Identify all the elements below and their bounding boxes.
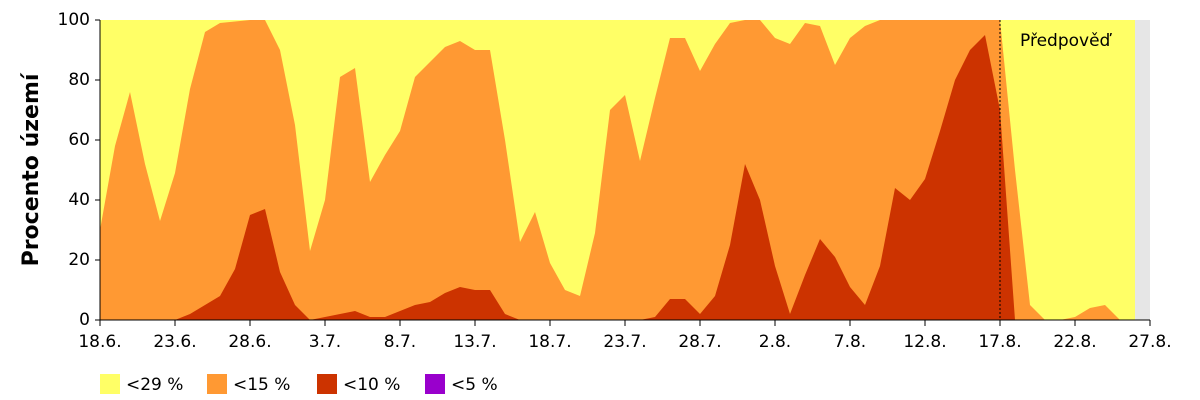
x-tick-label: 3.7. — [309, 332, 341, 352]
legend-swatch — [317, 374, 337, 394]
x-tick-label: 28.7. — [678, 332, 721, 352]
legend-label: <29 % — [126, 375, 183, 395]
area — [100, 20, 1135, 320]
x-tick-label: 23.6. — [153, 332, 196, 352]
y-tick-label: 0 — [79, 310, 90, 330]
y-tick-label: 80 — [68, 70, 90, 90]
y-tick-label: 100 — [58, 10, 90, 30]
legend-label: <15 % — [233, 375, 290, 395]
x-tick-label: 27.8. — [1128, 332, 1171, 352]
legend-label: <10 % — [343, 375, 400, 395]
legend-swatch — [207, 374, 227, 394]
legend-label: <5 % — [451, 375, 498, 395]
x-tick-label: 8.7. — [384, 332, 416, 352]
x-tick-label: 18.6. — [78, 332, 121, 352]
x-tick-label: 23.7. — [603, 332, 646, 352]
y-tick-label: 60 — [68, 130, 90, 150]
x-tick-label: 13.7. — [453, 332, 496, 352]
x-tick-label: 2.8. — [759, 332, 791, 352]
y-axis-label: Procento území — [19, 72, 44, 266]
x-tick-label: 18.7. — [528, 332, 571, 352]
y-tick-label: 20 — [68, 250, 90, 270]
x-tick-label: 7.8. — [834, 332, 866, 352]
y-tick-label: 40 — [68, 190, 90, 210]
x-tick-label: 12.8. — [903, 332, 946, 352]
no-data-band — [1135, 20, 1150, 320]
x-tick-label: 28.6. — [228, 332, 271, 352]
area — [100, 35, 1135, 320]
forecast-label: Předpověď — [1020, 31, 1113, 51]
legend-swatch — [100, 374, 120, 394]
x-tick-label: 22.8. — [1053, 332, 1096, 352]
legend-swatch — [425, 374, 445, 394]
x-tick-label: 17.8. — [978, 332, 1021, 352]
